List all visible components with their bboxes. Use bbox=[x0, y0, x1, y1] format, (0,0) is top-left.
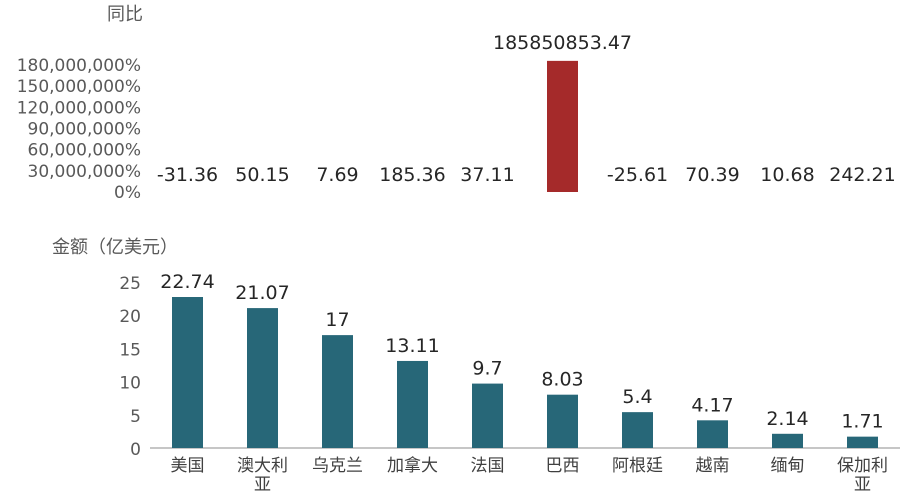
bottom-value-label: 21.07 bbox=[235, 282, 289, 304]
top-y-tick-label: 120,000,000% bbox=[17, 98, 141, 118]
bottom-bar bbox=[397, 360, 428, 448]
bottom-value-label: 4.17 bbox=[691, 394, 733, 416]
bottom-y-tick-label: 5 bbox=[130, 407, 141, 427]
top-value-label: 70.39 bbox=[685, 164, 739, 186]
top-y-tick-label: 60,000,000% bbox=[28, 141, 142, 161]
bottom-category-labels: 美国 澳大利亚 乌克兰 加拿大 法国 巴西 阿根廷 越南 缅甸 保加利亚 bbox=[171, 455, 889, 492]
bottom-y-tick-label: 20 bbox=[119, 307, 141, 327]
top-bars bbox=[547, 60, 578, 192]
bottom-y-axis: 0 5 10 15 20 25 bbox=[119, 274, 141, 460]
category-label: 阿根廷 bbox=[612, 456, 663, 476]
bottom-bar bbox=[472, 383, 503, 448]
category-label: 加拿大 bbox=[387, 455, 438, 476]
top-value-labels: -31.36 50.15 7.69 185.36 37.11 185850853.47 -2… bbox=[157, 32, 896, 186]
category-label: 法国 bbox=[471, 456, 505, 476]
bottom-value-label: 22.74 bbox=[160, 271, 214, 293]
category-label: 巴西 bbox=[546, 456, 580, 476]
bottom-value-label: 2.14 bbox=[766, 408, 808, 430]
category-label: 美国 bbox=[171, 456, 205, 476]
bottom-bar bbox=[622, 412, 653, 448]
top-y-tick-label: 150,000,000% bbox=[17, 77, 141, 97]
category-label: 越南 bbox=[696, 456, 730, 476]
bottom-bar bbox=[847, 436, 878, 448]
bottom-bar bbox=[322, 335, 353, 448]
bottom-bar bbox=[697, 420, 728, 448]
bottom-bars bbox=[172, 297, 878, 448]
bottom-y-tick-label: 0 bbox=[130, 440, 141, 460]
top-value-label: -31.36 bbox=[157, 164, 218, 186]
bottom-value-label: 8.03 bbox=[541, 369, 583, 391]
bottom-bar bbox=[247, 308, 278, 448]
top-value-label: 50.15 bbox=[235, 164, 289, 186]
bottom-value-label: 17 bbox=[325, 309, 349, 331]
top-value-label: 7.69 bbox=[316, 164, 358, 186]
bottom-value-label: 13.11 bbox=[385, 335, 439, 357]
category-label: 缅甸 bbox=[771, 456, 805, 476]
bottom-bar bbox=[547, 394, 578, 448]
top-value-label: 242.21 bbox=[829, 164, 895, 186]
bottom-value-labels: 22.74 21.07 17 13.11 9.7 8.03 5.4 4.17 2.14 1.71 bbox=[160, 271, 883, 433]
top-value-label: -25.61 bbox=[607, 164, 668, 186]
bottom-panel-title: 金额（亿美元） bbox=[52, 237, 178, 258]
top-y-tick-label: 180,000,000% bbox=[17, 56, 141, 76]
bottom-y-tick-label: 25 bbox=[119, 274, 141, 294]
top-y-tick-label: 30,000,000% bbox=[28, 162, 142, 182]
bottom-value-label: 9.7 bbox=[472, 358, 502, 380]
bottom-value-label: 5.4 bbox=[622, 386, 652, 408]
top-value-label: 10.68 bbox=[760, 164, 814, 186]
bottom-bar bbox=[172, 297, 203, 448]
bottom-bar bbox=[772, 433, 803, 448]
bottom-y-tick-label: 10 bbox=[119, 374, 141, 394]
top-value-label: 185850853.47 bbox=[493, 32, 632, 54]
category-label: 乌克兰 bbox=[312, 456, 363, 476]
category-label: 澳大利亚 bbox=[237, 456, 288, 492]
top-y-tick-label: 0% bbox=[114, 183, 141, 203]
top-value-label: 185.36 bbox=[379, 164, 445, 186]
top-y-tick-label: 90,000,000% bbox=[28, 120, 142, 140]
category-label: 保加利亚 bbox=[837, 456, 888, 492]
top-bar bbox=[547, 60, 578, 192]
top-value-label: 37.11 bbox=[460, 164, 514, 186]
top-y-axis: 0%30,000,000%60,000,000%90,000,000%120,0… bbox=[17, 56, 141, 203]
bottom-y-tick-label: 15 bbox=[119, 340, 141, 360]
bottom-value-label: 1.71 bbox=[841, 411, 883, 433]
top-panel-title: 同比 bbox=[107, 4, 143, 25]
